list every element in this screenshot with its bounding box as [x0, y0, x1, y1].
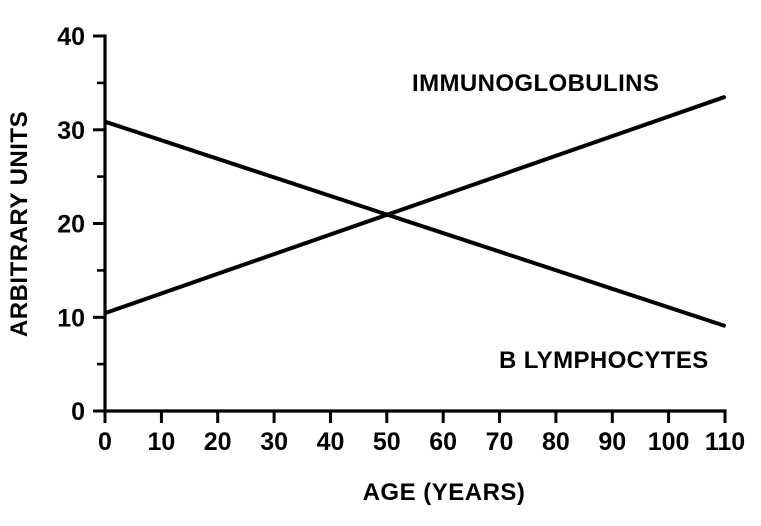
series-line-b-lymphocytes	[104, 120, 726, 328]
y-axis-minor-ticks	[97, 81, 105, 366]
y-tick-label-40: 40	[57, 23, 85, 51]
x-tick-label-80: 80	[542, 428, 570, 456]
x-axis-title: AGE (YEARS)	[363, 479, 526, 506]
x-tick-label-60: 60	[429, 428, 457, 456]
x-tick-label-110: 110	[705, 428, 745, 456]
x-tick-label-40: 40	[317, 428, 345, 456]
x-axis-tick-labels: 0 10 20 30 40 50 60 70 80 90 100 110	[98, 428, 745, 456]
x-tick-label-70: 70	[486, 428, 514, 456]
y-tick-label-20: 20	[57, 211, 85, 239]
x-tick-label-20: 20	[204, 428, 232, 456]
y-axis-major-ticks	[93, 34, 105, 413]
y-axis-tick-labels: 0 10 20 30 40	[57, 23, 85, 426]
y-axis-title: ARBITRARY UNITS	[6, 111, 33, 337]
series-label-b-lymphocytes: B LYMPHOCYTES	[499, 347, 709, 374]
x-tick-label-100: 100	[648, 428, 690, 456]
x-tick-label-0: 0	[98, 428, 112, 456]
y-tick-label-0: 0	[71, 398, 85, 426]
y-tick-label-30: 30	[57, 117, 85, 145]
x-tick-label-90: 90	[598, 428, 626, 456]
x-tick-label-10: 10	[147, 428, 175, 456]
series-line-immunoglobulins	[104, 95, 726, 315]
x-axis-major-ticks	[103, 411, 727, 423]
y-tick-label-10: 10	[57, 304, 85, 332]
x-tick-label-30: 30	[260, 428, 288, 456]
series-label-immunoglobulins: IMMUNOGLOBULINS	[412, 70, 659, 97]
x-tick-label-50: 50	[373, 428, 401, 456]
